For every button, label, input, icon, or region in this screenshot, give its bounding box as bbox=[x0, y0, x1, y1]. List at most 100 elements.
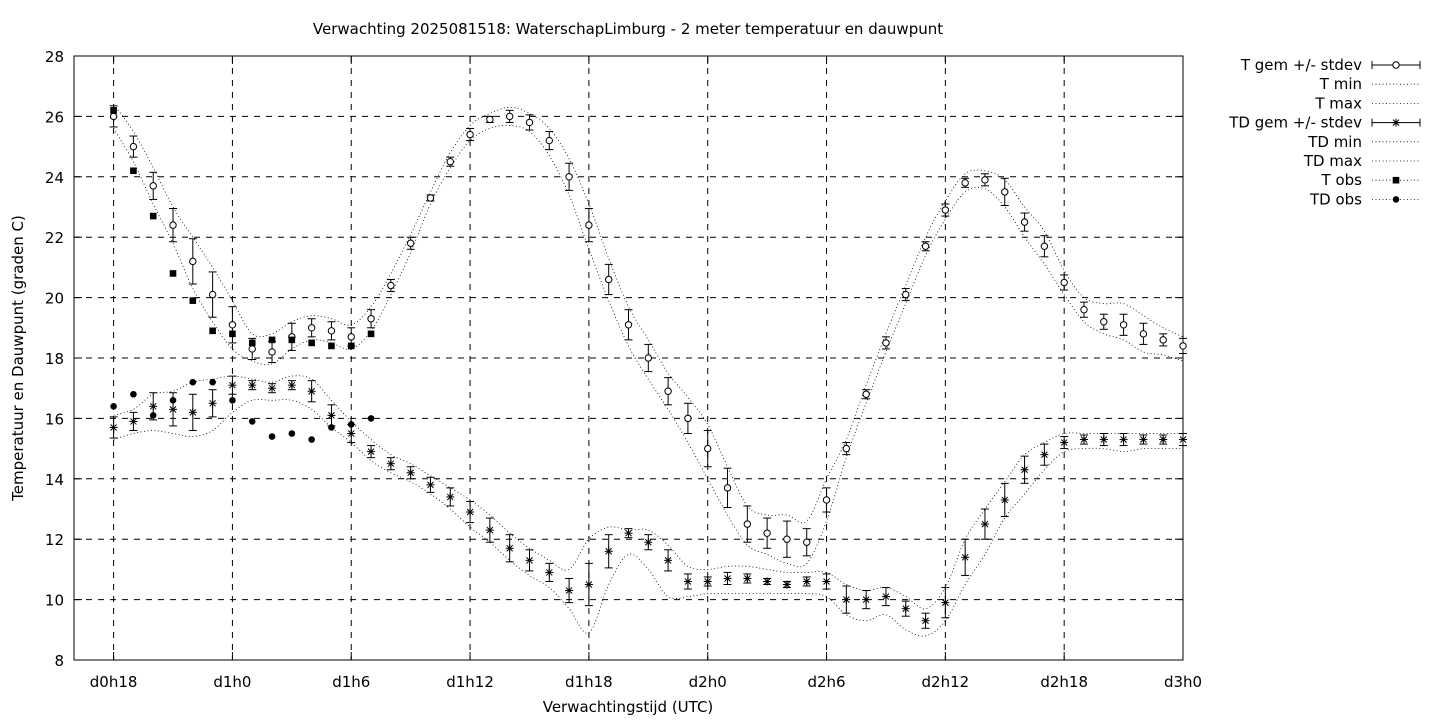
star-stroke bbox=[367, 448, 375, 455]
star-stroke bbox=[803, 578, 811, 585]
data-point bbox=[684, 414, 692, 423]
star-stroke bbox=[783, 581, 791, 588]
star-stroke bbox=[1080, 436, 1088, 443]
x-tick-label: d1h6 bbox=[332, 673, 370, 691]
data-point bbox=[129, 142, 138, 151]
data-point bbox=[307, 324, 316, 332]
data-point bbox=[1060, 278, 1068, 287]
x-tick-label: d2h18 bbox=[1040, 673, 1088, 691]
series-td-max bbox=[113, 375, 1183, 610]
data-point bbox=[367, 315, 375, 323]
data-point bbox=[129, 417, 138, 426]
data-point bbox=[941, 598, 950, 607]
series-t-obs bbox=[110, 107, 375, 350]
data-point bbox=[981, 176, 989, 184]
data-point bbox=[486, 115, 494, 124]
legend-label: TD min bbox=[1307, 133, 1362, 151]
data-point bbox=[1159, 435, 1168, 444]
legend-label: T max bbox=[1314, 94, 1362, 112]
data-point bbox=[505, 544, 514, 553]
y-tick-label: 12 bbox=[45, 531, 64, 549]
data-point bbox=[1040, 242, 1049, 250]
series bbox=[109, 104, 1187, 637]
legend-item: T obs bbox=[1321, 171, 1420, 189]
data-point bbox=[149, 402, 158, 411]
star-stroke bbox=[565, 587, 573, 594]
star-stroke bbox=[189, 409, 197, 416]
data-point bbox=[644, 538, 653, 547]
star-stroke bbox=[248, 381, 256, 389]
star-stroke bbox=[684, 578, 692, 585]
star-stroke bbox=[724, 575, 731, 582]
data-point bbox=[426, 480, 435, 489]
star-stroke bbox=[169, 405, 177, 413]
data-point bbox=[1099, 435, 1108, 444]
data-point bbox=[862, 390, 870, 398]
star-stroke bbox=[308, 387, 315, 395]
x-tick-label: d0h18 bbox=[90, 673, 138, 691]
data-point bbox=[169, 405, 178, 414]
legend-item: TD min bbox=[1307, 133, 1420, 151]
data-point bbox=[268, 384, 277, 393]
series-line-t-min bbox=[113, 124, 1184, 568]
star-stroke bbox=[1060, 439, 1068, 446]
data-point bbox=[268, 336, 276, 344]
star-stroke bbox=[1001, 496, 1009, 504]
series-line-td-max bbox=[113, 375, 1183, 610]
star-stroke bbox=[704, 578, 712, 585]
data-point bbox=[228, 321, 237, 329]
data-point bbox=[327, 411, 336, 420]
legend-item: TD gem +/- stdev bbox=[1228, 114, 1421, 132]
data-point bbox=[229, 396, 236, 404]
data-point bbox=[169, 270, 177, 277]
star-stroke bbox=[229, 381, 236, 389]
star-stroke bbox=[149, 402, 157, 410]
data-point bbox=[367, 415, 375, 422]
star-stroke bbox=[1021, 466, 1028, 474]
star-stroke bbox=[427, 481, 434, 489]
data-point bbox=[109, 423, 118, 432]
star-stroke bbox=[664, 556, 672, 564]
legend-label: TD max bbox=[1303, 152, 1362, 170]
data-point bbox=[328, 342, 335, 350]
data-point bbox=[248, 418, 256, 425]
data-point bbox=[485, 526, 494, 535]
star-stroke bbox=[446, 493, 454, 501]
data-point bbox=[188, 408, 197, 417]
data-point bbox=[268, 433, 276, 440]
star-stroke bbox=[110, 424, 117, 431]
data-point bbox=[763, 529, 771, 537]
star-stroke bbox=[862, 596, 870, 603]
data-point bbox=[1139, 330, 1148, 338]
data-point bbox=[149, 412, 157, 419]
data-point bbox=[941, 206, 950, 214]
data-point bbox=[565, 173, 573, 181]
data-point bbox=[703, 577, 712, 586]
data-point bbox=[882, 339, 890, 347]
data-point bbox=[862, 595, 871, 604]
data-point bbox=[1139, 435, 1148, 444]
star-stroke bbox=[407, 469, 415, 477]
data-point bbox=[783, 535, 791, 543]
data-point bbox=[268, 348, 276, 356]
data-point bbox=[822, 577, 831, 586]
star-stroke bbox=[1041, 451, 1048, 458]
x-tick-label: d2h0 bbox=[689, 673, 727, 691]
star-stroke bbox=[625, 529, 632, 537]
star-stroke bbox=[942, 599, 949, 606]
series-td-obs bbox=[110, 378, 375, 443]
data-point bbox=[624, 321, 633, 329]
x-tick-label: d1h18 bbox=[565, 673, 613, 691]
data-point bbox=[367, 330, 375, 338]
data-point bbox=[466, 130, 474, 139]
star-stroke bbox=[842, 596, 850, 603]
data-point bbox=[743, 574, 752, 583]
data-point bbox=[1001, 188, 1009, 196]
data-point bbox=[208, 399, 217, 408]
star-stroke bbox=[130, 418, 137, 425]
data-point bbox=[763, 577, 772, 586]
axes: 8 10 12 14 16 18 20 22 24 26 28 d0h18 d1h0 d1h6 d1h12 d… bbox=[45, 48, 1202, 691]
data-point bbox=[189, 257, 197, 266]
data-point bbox=[248, 339, 256, 347]
